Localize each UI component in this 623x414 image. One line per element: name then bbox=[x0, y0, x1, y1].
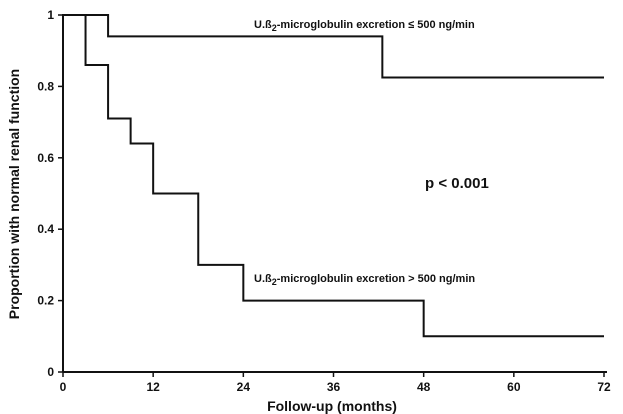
x-tick-label: 72 bbox=[597, 380, 611, 394]
y-tick-label: 0.4 bbox=[37, 222, 54, 236]
x-axis-title: Follow-up (months) bbox=[267, 398, 397, 414]
series-group bbox=[63, 14, 604, 338]
series-label-high-excretion: U.ß2-microglobulin excretion > 500 ng/mi… bbox=[254, 273, 475, 287]
y-axis-title: Proportion with normal renal function bbox=[6, 69, 22, 319]
y-tick-label: 0 bbox=[47, 365, 54, 379]
series-line-high-excretion bbox=[63, 14, 604, 338]
p-value-annotation: p < 0.001 bbox=[425, 175, 489, 192]
series-label-low-excretion: U.ß2-microglobulin excretion ≤ 500 ng/mi… bbox=[254, 19, 475, 33]
x-tick-label: 24 bbox=[237, 380, 251, 394]
y-tick-label: 0.8 bbox=[37, 79, 54, 93]
y-tick-label: 1 bbox=[47, 8, 54, 22]
x-tick-label: 0 bbox=[60, 380, 67, 394]
x-tick-label: 60 bbox=[507, 380, 521, 394]
x-tick-label: 48 bbox=[417, 380, 431, 394]
series-line-low-excretion bbox=[63, 14, 604, 79]
y-tick-label: 0.2 bbox=[37, 294, 54, 308]
axes: 0 12 24 36 48 60 72 0 0.2 0.4 0.6 0.8 1 bbox=[37, 8, 611, 394]
x-tick-label: 36 bbox=[327, 380, 341, 394]
x-tick-label: 12 bbox=[146, 380, 160, 394]
y-tick-label: 0.6 bbox=[37, 151, 54, 165]
